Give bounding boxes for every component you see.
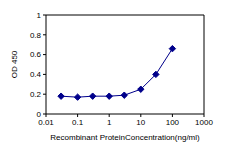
svg-text:0.2: 0.2 bbox=[30, 90, 42, 99]
svg-text:0.01: 0.01 bbox=[38, 118, 54, 127]
svg-text:0.4: 0.4 bbox=[30, 70, 42, 79]
svg-text:Recombinant ProteinConcentrati: Recombinant ProteinConcentration(ng/ml) bbox=[50, 133, 200, 142]
svg-text:0.1: 0.1 bbox=[72, 118, 84, 127]
svg-text:0.8: 0.8 bbox=[30, 31, 42, 40]
svg-text:10: 10 bbox=[136, 118, 145, 127]
svg-text:0.6: 0.6 bbox=[30, 50, 42, 59]
svg-text:1: 1 bbox=[107, 118, 112, 127]
svg-text:1000: 1000 bbox=[195, 118, 213, 127]
svg-text:0: 0 bbox=[37, 110, 42, 119]
svg-text:OD 450: OD 450 bbox=[10, 50, 19, 78]
svg-text:100: 100 bbox=[166, 118, 180, 127]
svg-text:1: 1 bbox=[37, 11, 42, 20]
